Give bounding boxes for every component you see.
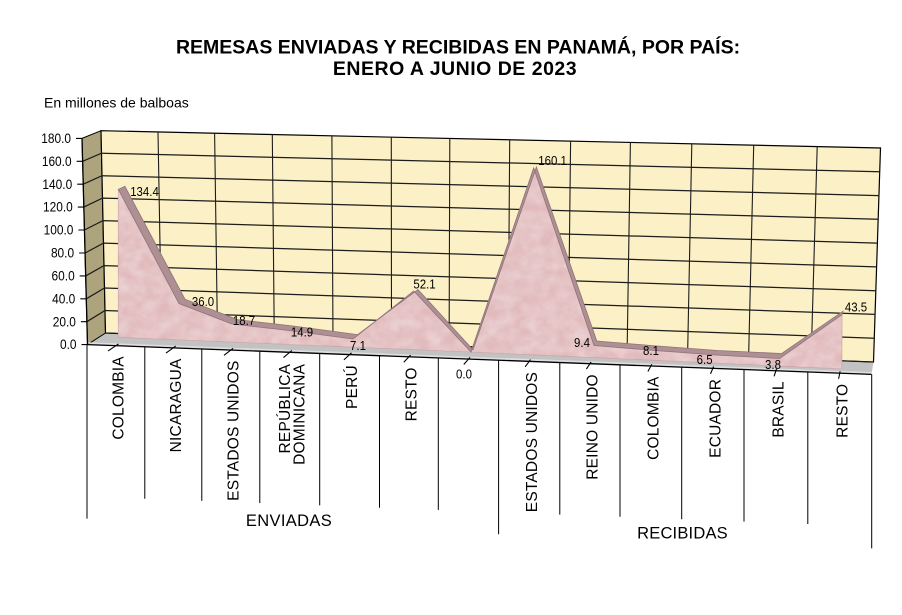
svg-text:3.8: 3.8 (765, 357, 781, 372)
svg-text:DOMINICANA: DOMINICANA (292, 363, 309, 464)
svg-text:En millones de balboas: En millones de balboas (44, 95, 189, 111)
svg-text:REINO UNIDO: REINO UNIDO (585, 374, 602, 480)
svg-text:60.0: 60.0 (52, 268, 75, 284)
svg-text:14.9: 14.9 (291, 325, 313, 340)
svg-text:7.1: 7.1 (350, 338, 366, 353)
svg-text:0.0: 0.0 (60, 336, 77, 352)
svg-text:120.0: 120.0 (43, 199, 73, 215)
svg-text:ESTADOS UNIDOS: ESTADOS UNIDOS (225, 361, 242, 501)
svg-text:9.4: 9.4 (574, 335, 590, 350)
svg-text:43.5: 43.5 (845, 300, 867, 315)
svg-text:RESTO: RESTO (834, 384, 851, 438)
svg-text:18.7: 18.7 (233, 313, 255, 328)
svg-text:COLOMBIA: COLOMBIA (646, 376, 663, 460)
svg-text:ENERO A JUNIO DE 2023: ENERO A JUNIO DE 2023 (333, 58, 577, 80)
svg-text:ESTADOS UNIDOS: ESTADOS UNIDOS (524, 372, 541, 512)
svg-text:100.0: 100.0 (44, 222, 74, 238)
svg-text:REPÚBLICA: REPÚBLICA (277, 363, 294, 453)
svg-text:36.0: 36.0 (192, 294, 214, 309)
svg-text:BRASIL: BRASIL (771, 381, 788, 438)
svg-text:160.0: 160.0 (42, 153, 72, 169)
svg-text:8.1: 8.1 (643, 343, 659, 358)
svg-text:0.0: 0.0 (456, 367, 472, 382)
svg-text:ECUADOR: ECUADOR (708, 379, 725, 458)
svg-text:PERÚ: PERÚ (344, 365, 361, 409)
svg-text:160.1: 160.1 (538, 153, 567, 168)
svg-text:RECIBIDAS: RECIBIDAS (637, 525, 728, 543)
svg-text:180.0: 180.0 (41, 130, 71, 146)
svg-text:RESTO: RESTO (404, 367, 421, 421)
svg-text:REMESAS ENVIADAS Y RECIBIDAS E: REMESAS ENVIADAS Y RECIBIDAS EN PANAMÁ, … (176, 36, 740, 59)
svg-text:80.0: 80.0 (51, 245, 74, 261)
svg-text:40.0: 40.0 (52, 290, 75, 306)
svg-text:COLOMBIA: COLOMBIA (111, 356, 128, 440)
svg-text:52.1: 52.1 (413, 277, 435, 292)
svg-text:134.4: 134.4 (130, 184, 159, 199)
svg-text:140.0: 140.0 (42, 176, 72, 192)
svg-text:ENVIADAS: ENVIADAS (246, 512, 332, 530)
svg-text:NICARAGUA: NICARAGUA (168, 358, 185, 452)
svg-text:6.5: 6.5 (697, 352, 713, 367)
svg-text:20.0: 20.0 (53, 313, 76, 329)
